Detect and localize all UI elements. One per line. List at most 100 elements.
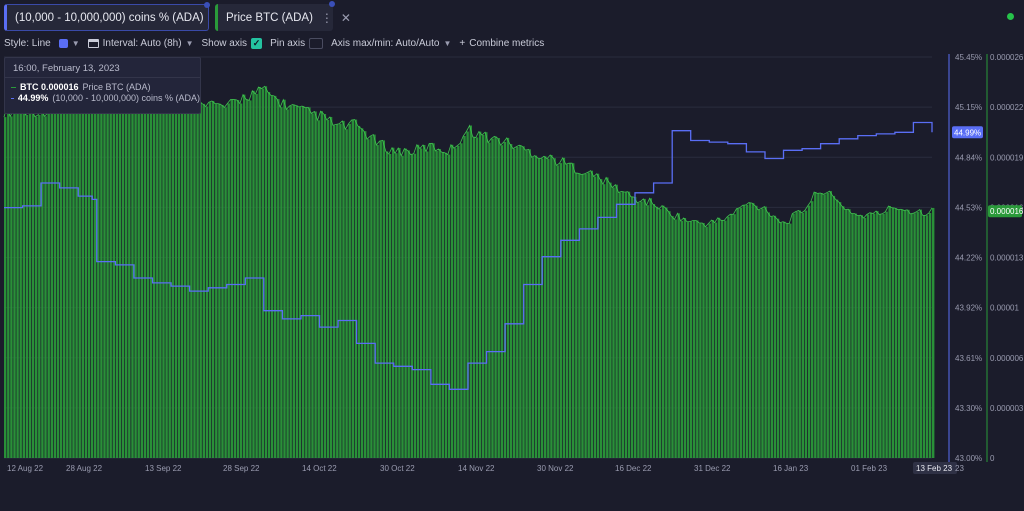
price-bar xyxy=(267,92,271,458)
chevron-down-icon: ▼ xyxy=(185,38,194,48)
price-bar xyxy=(842,206,845,458)
price-bar xyxy=(621,191,624,458)
price-bar xyxy=(447,154,451,458)
price-bar xyxy=(320,111,323,458)
plus-icon: + xyxy=(459,37,466,49)
price-bar xyxy=(708,223,711,458)
price-bar xyxy=(121,99,125,459)
price-bar xyxy=(233,99,237,459)
metric-tabs: (10,000 - 10,000,000) coins % (ADA) ⋮ ✕ … xyxy=(0,0,1024,32)
price-bar xyxy=(624,192,628,458)
pin-axis-toggle[interactable]: Pin axis xyxy=(270,37,324,49)
chart-canvas[interactable]: 45.45% 45.15% 44.84% 44.53% 44.22% 43.92% 43.6… xyxy=(0,54,1024,474)
price-bar xyxy=(603,184,606,458)
left-axis-tick-label: 43.61% xyxy=(955,354,982,363)
right-axis-current-badge xyxy=(988,205,1022,218)
left-axis-tick-label: 43.30% xyxy=(955,404,982,413)
pin-axis-checkbox[interactable] xyxy=(309,37,324,49)
price-bar xyxy=(565,164,569,459)
price-bar xyxy=(838,202,842,458)
price-bar xyxy=(910,213,913,458)
price-bar xyxy=(466,131,469,458)
price-bar xyxy=(429,143,432,458)
price-bar xyxy=(270,95,274,459)
tab-coins-percent[interactable]: (10,000 - 10,000,000) coins % (ADA) ⋮ ✕ xyxy=(4,2,242,31)
price-bar xyxy=(410,154,413,458)
price-bar xyxy=(302,106,305,458)
axis-minmax-dropdown[interactable]: Axis max/min: Auto/Auto ▼ xyxy=(331,38,451,49)
price-bar xyxy=(274,95,277,459)
price-bar xyxy=(131,104,134,459)
right-axis-tick-label: 0.000019 xyxy=(990,153,1024,162)
price-bar xyxy=(724,220,727,458)
price-bar xyxy=(81,100,84,459)
price-bar xyxy=(776,218,780,458)
price-bar xyxy=(236,100,240,458)
price-bar xyxy=(553,158,556,458)
price-bar xyxy=(820,193,823,458)
x-axis-current-badge xyxy=(913,462,957,474)
price-bar xyxy=(730,214,733,458)
price-bar xyxy=(53,103,57,458)
price-bar xyxy=(264,86,268,459)
price-bar xyxy=(857,215,860,458)
price-bar xyxy=(665,207,668,458)
price-bar xyxy=(826,192,829,459)
price-bar xyxy=(202,103,205,459)
price-bar xyxy=(584,173,587,458)
price-bar xyxy=(928,213,932,458)
price-bar xyxy=(454,148,457,458)
price-bar xyxy=(643,198,646,458)
price-bar xyxy=(789,223,792,458)
price-bar xyxy=(748,202,752,458)
price-bar xyxy=(115,94,119,458)
price-bar xyxy=(31,111,35,458)
x-axis-tick-label: 12 Aug 22 xyxy=(7,464,44,473)
price-bar xyxy=(652,204,656,458)
show-axis-label: Show axis xyxy=(201,37,248,49)
price-bar xyxy=(329,117,333,458)
price-bar xyxy=(848,209,851,458)
price-bar xyxy=(87,96,91,459)
price-bar xyxy=(13,110,16,459)
price-bar xyxy=(404,148,407,458)
show-axis-toggle[interactable]: Show axis ✓ xyxy=(201,37,263,49)
color-picker[interactable]: ▼ xyxy=(58,38,80,48)
price-bar xyxy=(720,220,724,458)
price-bar xyxy=(773,215,777,458)
price-bar xyxy=(286,109,289,459)
price-bar xyxy=(174,96,178,459)
combine-metrics-button[interactable]: + Combine metrics xyxy=(459,38,544,49)
price-bar xyxy=(528,149,531,459)
price-bar xyxy=(882,213,885,458)
price-bar xyxy=(367,139,370,458)
price-bar xyxy=(478,131,482,458)
price-bar xyxy=(103,103,106,459)
price-bar xyxy=(177,90,181,458)
price-bar xyxy=(432,143,435,459)
price-bar xyxy=(255,93,258,459)
price-bar xyxy=(106,102,109,458)
tab-indicator xyxy=(204,2,210,8)
style-dropdown[interactable]: Style: Line xyxy=(4,38,51,49)
checkbox-checked-icon[interactable]: ✓ xyxy=(251,37,263,49)
price-bar xyxy=(379,141,382,458)
tab-price-btc[interactable]: Price BTC (ADA) ⋮ ✕ xyxy=(215,1,351,31)
price-bar xyxy=(637,202,640,458)
price-bar xyxy=(218,103,221,458)
interval-dropdown[interactable]: Interval: Auto (8h) ▼ xyxy=(87,38,194,49)
price-bar xyxy=(829,191,832,458)
price-bar xyxy=(246,99,249,459)
price-bar xyxy=(913,213,916,458)
x-axis-tick-label: 13 Feb 23 xyxy=(916,464,953,473)
price-bar xyxy=(283,99,286,458)
tooltip-row-coins: 44.99% (10,000 - 10,000,000) coins % (AD… xyxy=(5,93,200,103)
right-axis-tick-label: 0.000006 xyxy=(990,354,1024,363)
price-bar xyxy=(503,142,507,458)
price-bar xyxy=(457,145,460,459)
price-bar xyxy=(686,221,690,458)
price-bar xyxy=(438,149,441,458)
kebab-menu-icon[interactable]: ⋮ xyxy=(320,10,333,25)
close-icon[interactable]: ✕ xyxy=(340,10,351,25)
x-axis-tick-label: 16 Jan 23 xyxy=(773,464,809,473)
